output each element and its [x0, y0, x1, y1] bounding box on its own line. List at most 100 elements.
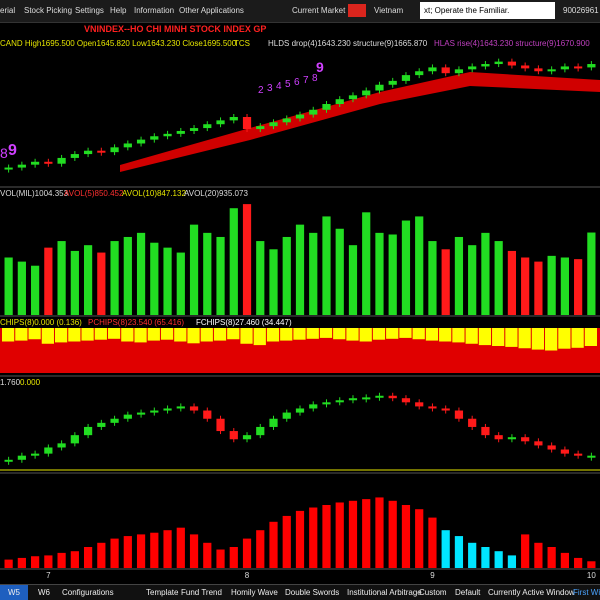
candle	[348, 95, 358, 100]
volume-bar	[468, 245, 477, 315]
chips-bar	[253, 328, 266, 346]
hist-bar	[574, 557, 583, 568]
chips-bar	[28, 328, 41, 340]
hist-bar	[348, 500, 358, 568]
candle	[441, 408, 450, 411]
menu-item[interactable]: Stock Picking	[24, 6, 73, 15]
candle	[83, 426, 93, 436]
tab[interactable]: Institutional Arbitrage	[347, 588, 422, 597]
market-button[interactable]: Current Market	[292, 6, 346, 15]
tab[interactable]: Currently Active Window	[488, 588, 575, 597]
hist-bar	[83, 547, 93, 568]
hist-bar	[110, 538, 119, 568]
chips-bar	[399, 328, 412, 338]
volume-bar	[17, 261, 26, 315]
candle	[269, 122, 278, 127]
candle	[295, 408, 305, 413]
candle	[269, 418, 278, 427]
hist-bar	[322, 505, 331, 568]
candle	[587, 455, 596, 458]
candle	[83, 150, 93, 155]
hist-bar	[4, 559, 13, 568]
hist-bar	[587, 561, 596, 568]
candle	[203, 410, 212, 419]
hist-bar	[123, 536, 132, 568]
tab[interactable]: Configurations	[62, 588, 114, 597]
volume-bar	[428, 241, 437, 315]
hist-bar	[362, 499, 371, 568]
chips-bar	[346, 328, 359, 341]
hist-bar	[468, 542, 477, 568]
hist-bar	[375, 497, 384, 568]
chips-bar	[558, 328, 571, 349]
volume-bar	[31, 265, 40, 315]
menu-item[interactable]: erial	[0, 6, 16, 15]
chips-bar	[94, 328, 107, 340]
hist-bar	[17, 557, 26, 568]
tab[interactable]: Default	[455, 588, 481, 597]
indicator: AVOL(5)850.452	[64, 189, 124, 198]
hist-bar	[57, 552, 66, 568]
menu-item[interactable]: Settings	[75, 6, 104, 15]
volume-bar	[150, 242, 159, 315]
candle	[176, 406, 185, 409]
candle	[17, 455, 26, 460]
menu-item[interactable]: Help	[110, 6, 127, 15]
candle	[468, 66, 477, 70]
candle	[295, 114, 305, 119]
chips-bar	[359, 328, 372, 342]
chips-bar	[200, 328, 213, 342]
hist-bar	[44, 555, 53, 568]
hist-bar	[428, 517, 437, 568]
hist-bar	[415, 509, 424, 568]
tab[interactable]: W5	[8, 588, 20, 597]
country[interactable]: Vietnam	[374, 6, 404, 15]
ribbon	[120, 72, 600, 172]
hist-bar	[454, 536, 464, 568]
tab[interactable]: Fund Trend	[181, 588, 222, 597]
indicator: AVOL(20)935.073	[184, 189, 248, 198]
tab[interactable]: Custom	[419, 588, 447, 597]
volume-bar	[560, 257, 569, 315]
candle	[203, 124, 212, 129]
candle	[123, 414, 132, 419]
x-tick-label: 8	[245, 571, 250, 580]
chips-bar	[41, 328, 54, 344]
chips-bar	[333, 328, 346, 340]
hist-bar	[401, 505, 411, 568]
count: 8	[312, 73, 318, 84]
ticker-box	[420, 2, 555, 19]
chips-bar	[2, 328, 15, 342]
chips-bar	[160, 328, 174, 340]
tab[interactable]: Homily Wave	[231, 588, 278, 597]
indicator: 0.000	[20, 378, 41, 387]
candle	[362, 90, 371, 96]
menu-item[interactable]: Information	[134, 6, 175, 15]
tab[interactable]: First Wi	[573, 588, 600, 597]
candle	[507, 437, 517, 440]
tab[interactable]: W6	[38, 588, 50, 597]
hist-bar	[136, 534, 146, 568]
candle	[70, 435, 79, 444]
count: 8	[0, 145, 8, 161]
volume-bar	[110, 241, 119, 315]
hist-bar	[534, 542, 543, 568]
candle	[441, 67, 450, 74]
candle	[242, 435, 252, 440]
hist-bar	[31, 556, 40, 568]
candle	[481, 426, 490, 436]
candle	[560, 66, 569, 70]
candle	[348, 398, 358, 401]
volume-bar	[415, 216, 424, 315]
volume-bar	[4, 257, 13, 315]
chips-bar	[571, 328, 584, 348]
candle	[521, 437, 530, 442]
menu-item[interactable]: Other Applications	[179, 6, 244, 15]
tab[interactable]: Template	[146, 588, 179, 597]
candle	[57, 157, 66, 164]
hist-bar	[494, 551, 503, 568]
candle	[335, 400, 344, 403]
tab[interactable]: Double Swords	[285, 588, 340, 597]
count: 9	[316, 59, 324, 75]
volume-bar	[441, 249, 450, 315]
